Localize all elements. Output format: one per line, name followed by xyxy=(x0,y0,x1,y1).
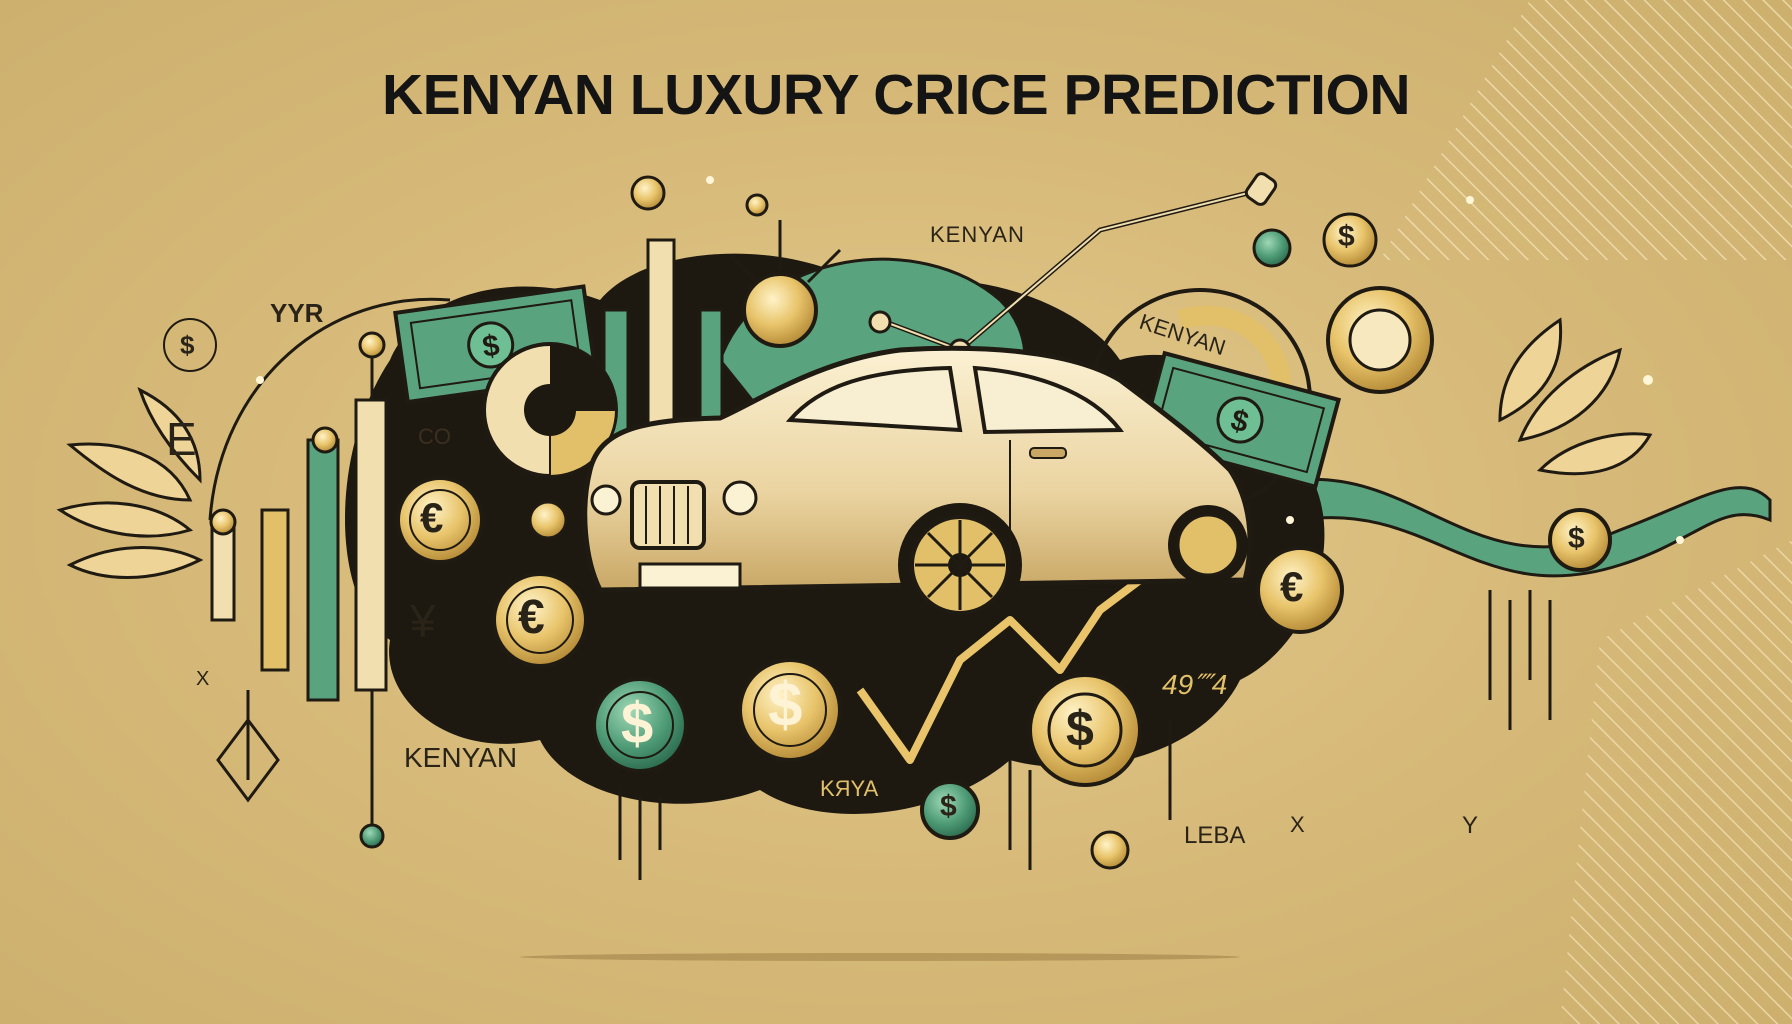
drip-lines xyxy=(618,590,1552,880)
luxury-car xyxy=(582,345,1253,627)
ground-shadow xyxy=(520,953,1240,961)
coins-gold xyxy=(163,175,1612,870)
label-yyr: YYR xyxy=(270,298,324,328)
sparkle-dots xyxy=(256,176,1684,544)
dollar-coin-symbol-2: $ xyxy=(768,671,803,740)
label-kya: KЯYA xyxy=(820,776,879,801)
label-number: 49⁗4 xyxy=(1162,669,1228,700)
label-leba: LEBA xyxy=(1184,822,1246,849)
gold-leaves-left xyxy=(56,387,204,579)
poster-title: KENYAN LUXURY CRICE PREDICTION xyxy=(381,63,1411,127)
bar-columns-left xyxy=(209,331,388,849)
dollar-coin-symbol-6: $ xyxy=(1568,522,1585,555)
label-co: CO xyxy=(418,424,451,449)
dollar-coin-symbol-4: $ xyxy=(940,790,957,823)
yen-symbol: ¥ xyxy=(410,595,436,647)
gold-arc xyxy=(1176,305,1292,402)
trend-line-top xyxy=(728,172,1292,362)
gold-leaves-right xyxy=(1498,317,1653,476)
coins-green xyxy=(592,677,980,840)
dollar-coin-symbol-3: $ xyxy=(1066,701,1094,757)
euro-coin-symbol-1: € xyxy=(420,494,444,541)
arc-line xyxy=(208,297,451,521)
label-x-left: X xyxy=(196,668,210,690)
label-y-right: Y xyxy=(1462,812,1479,839)
label-kenyan-top: KENYAN xyxy=(930,222,1025,247)
dollar-coin-symbol-5: $ xyxy=(1338,220,1355,253)
label-kenyan-left: KENYAN xyxy=(404,742,518,773)
svg-text:$: $ xyxy=(480,329,501,364)
euro-coin-symbol-3: € xyxy=(1280,563,1304,610)
stripe-decoration xyxy=(1380,0,1792,1024)
zigzag-line xyxy=(856,576,1143,764)
pie-chart-disk xyxy=(482,342,618,478)
dollar-coin-symbol-1: $ xyxy=(621,691,654,756)
euro-coin-symbol-2: € xyxy=(518,591,545,644)
label-e-left: E xyxy=(166,413,197,465)
green-ribbon xyxy=(1298,477,1772,578)
dollar-coin-symbol-7: $ xyxy=(180,330,195,360)
label-x-right: X xyxy=(1290,812,1305,837)
